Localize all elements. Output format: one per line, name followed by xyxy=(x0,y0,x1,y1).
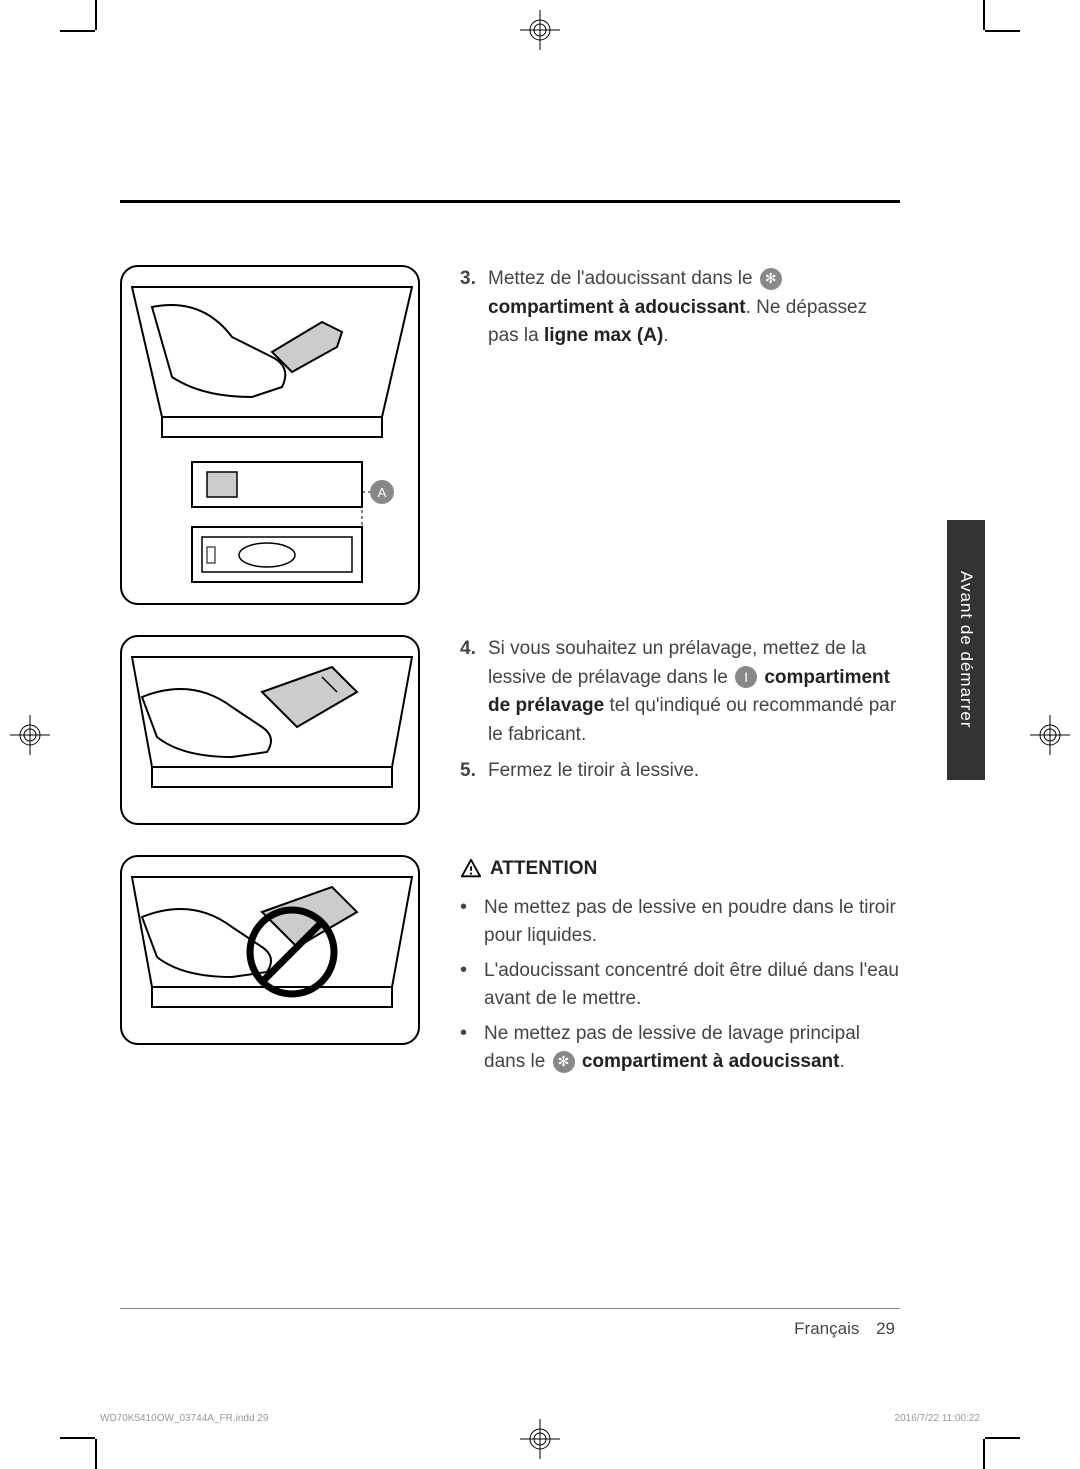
print-metadata: WD70K5410OW_03744A_FR.indd 29 2016/7/22 … xyxy=(100,1413,980,1424)
figure-label-a: A xyxy=(378,485,387,500)
step-number: 5. xyxy=(460,757,488,786)
footer-language: Français xyxy=(794,1319,859,1338)
crop-mark xyxy=(983,0,985,30)
attention-item: Ne mettez pas de lessive de lavage princ… xyxy=(460,1020,900,1077)
warning-icon xyxy=(460,858,482,880)
section-tab: Avant de démarrer xyxy=(947,520,985,780)
attention-item: L'adoucissant concentré doit être dilué … xyxy=(460,957,900,1014)
figure-column: A xyxy=(120,265,420,605)
text-column: ATTENTION Ne mettez pas de lessive en po… xyxy=(460,855,900,1083)
page-content: A 3. Mettez de l'adoucissant dans le ✻ c… xyxy=(120,265,900,1349)
page-number: 29 xyxy=(876,1319,895,1338)
step-number: 4. xyxy=(460,635,488,749)
section-divider xyxy=(120,200,900,203)
figure-column xyxy=(120,635,420,825)
instruction-row: ATTENTION Ne mettez pas de lessive en po… xyxy=(120,855,900,1083)
instruction-row: 4. Si vous souhaitez un prélavage, mette… xyxy=(120,635,900,825)
print-timestamp: 2016/7/22 11:00:22 xyxy=(895,1413,980,1424)
registration-mark xyxy=(520,10,560,50)
attention-heading: ATTENTION xyxy=(460,855,900,884)
crop-mark xyxy=(985,1437,1020,1439)
crop-mark xyxy=(60,1437,95,1439)
step-4: 4. Si vous souhaitez un prélavage, mette… xyxy=(460,635,900,749)
step-3: 3. Mettez de l'adoucissant dans le ✻ com… xyxy=(460,265,900,351)
flower-icon: ✻ xyxy=(553,1051,575,1073)
attention-title: ATTENTION xyxy=(490,855,597,884)
step-number: 3. xyxy=(460,265,488,351)
footer-divider xyxy=(120,1308,900,1309)
step-text: Mettez de l'adoucissant dans le ✻ compar… xyxy=(488,265,900,351)
flower-icon: ✻ xyxy=(760,268,782,290)
page-footer: Français 29 xyxy=(794,1319,895,1339)
registration-mark xyxy=(1030,715,1070,755)
print-file: WD70K5410OW_03744A_FR.indd 29 xyxy=(100,1413,268,1424)
registration-mark xyxy=(520,1419,560,1459)
figure-prohibition xyxy=(120,855,420,1045)
attention-item: Ne mettez pas de lessive en poudre dans … xyxy=(460,894,900,951)
crop-mark xyxy=(95,0,97,30)
figure-column xyxy=(120,855,420,1083)
text-column: 4. Si vous souhaitez un prélavage, mette… xyxy=(460,635,900,825)
text-column: 3. Mettez de l'adoucissant dans le ✻ com… xyxy=(460,265,900,605)
step-text: Si vous souhaitez un prélavage, mettez d… xyxy=(488,635,900,749)
figure-softener-drawer: A xyxy=(120,265,420,605)
section-tab-label: Avant de démarrer xyxy=(956,571,976,728)
crop-mark xyxy=(95,1439,97,1469)
step-text: Fermez le tiroir à lessive. xyxy=(488,757,900,786)
crop-mark xyxy=(983,1439,985,1469)
instruction-row: A 3. Mettez de l'adoucissant dans le ✻ c… xyxy=(120,265,900,605)
crop-mark xyxy=(985,30,1020,32)
attention-list: Ne mettez pas de lessive en poudre dans … xyxy=(460,894,900,1077)
prewash-icon: I xyxy=(735,666,757,688)
crop-mark xyxy=(60,30,95,32)
figure-prewash-drawer xyxy=(120,635,420,825)
registration-mark xyxy=(10,715,50,755)
step-5: 5. Fermez le tiroir à lessive. xyxy=(460,757,900,786)
